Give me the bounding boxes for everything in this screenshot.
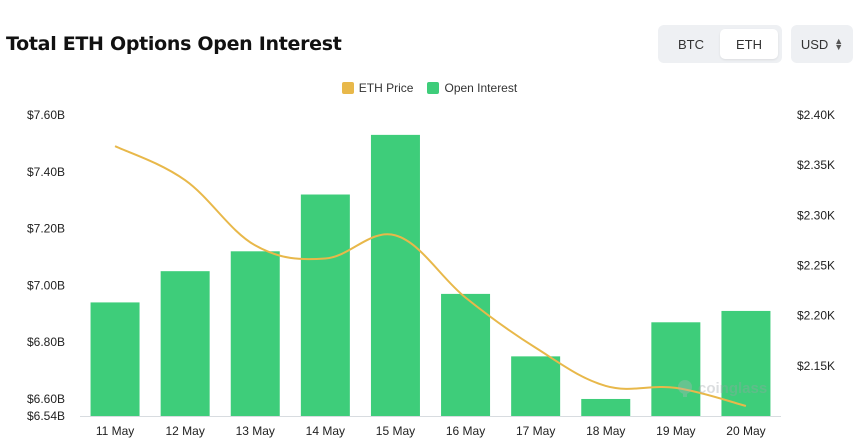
watermark-text: coinglass (698, 379, 768, 397)
eth-tab[interactable]: ETH (720, 29, 778, 59)
x-axis-tick-label: 14 May (306, 424, 345, 438)
coinglass-logo-icon (678, 380, 692, 397)
bar (651, 322, 701, 416)
left-axis-tick-label: $6.80B (27, 335, 65, 349)
right-axis-tick-label: $2.25K (797, 259, 835, 273)
bar (300, 194, 350, 416)
x-axis-tick-label: 13 May (236, 424, 275, 438)
bar (721, 310, 771, 416)
right-axis-tick-label: $2.30K (797, 208, 835, 222)
legend-label-eth-price: ETH Price (358, 81, 414, 95)
legend-swatch-eth-price (341, 82, 354, 94)
asset-toggle: BTC ETH (658, 25, 782, 63)
legend-item-open-interest[interactable]: Open Interest (427, 81, 517, 95)
watermark: coinglass (676, 378, 767, 398)
legend-label-open-interest: Open Interest (444, 81, 518, 95)
btc-tab[interactable]: BTC (678, 36, 704, 52)
page-title: Total ETH Options Open Interest (6, 33, 342, 55)
left-axis-tick-label: $7.60B (27, 108, 65, 122)
x-axis-tick-label: 11 May (96, 424, 134, 438)
x-axis-tick-label: 17 May (516, 424, 555, 438)
right-axis-tick-label: $2.35K (797, 158, 835, 172)
right-axis-tick-label: $2.20K (797, 309, 835, 323)
legend-swatch-open-interest (427, 82, 440, 94)
left-axis-tick-label: $6.60B (27, 392, 65, 406)
x-axis-tick-label: 15 May (376, 424, 415, 438)
bar (230, 251, 280, 416)
left-axis-tick-label: $7.40B (27, 165, 65, 179)
left-axis-tick-label: $7.20B (27, 222, 65, 236)
currency-select[interactable]: USD ▲ ▼ (791, 25, 853, 63)
left-axis-tick-label: $6.54B (27, 409, 65, 423)
bar (370, 134, 420, 416)
x-axis-tick-label: 12 May (165, 424, 204, 438)
x-axis-tick-label: 16 May (446, 424, 485, 438)
x-axis-tick-label: 19 May (656, 424, 695, 438)
right-axis-tick-label: $2.40K (797, 108, 835, 122)
bar (90, 302, 140, 416)
bar (511, 356, 561, 416)
chart-legend: ETH Price Open Interest (0, 81, 859, 95)
eth-price-line (114, 145, 747, 407)
bar (160, 271, 210, 416)
x-axis-tick-label: 20 May (726, 424, 765, 438)
currency-label: USD (800, 36, 829, 52)
bar (441, 293, 491, 416)
chevron-updown-icon: ▲ ▼ (834, 36, 844, 52)
x-axis-tick-label: 18 May (586, 424, 625, 438)
right-axis-tick-label: $2.15K (797, 359, 835, 373)
left-axis-tick-label: $7.00B (27, 278, 65, 292)
legend-item-eth-price[interactable]: ETH Price (341, 81, 414, 95)
bar (581, 398, 631, 416)
